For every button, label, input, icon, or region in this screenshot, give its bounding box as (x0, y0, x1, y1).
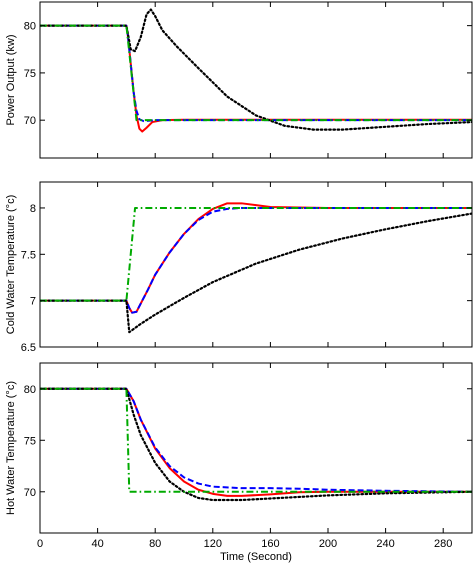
y-tick-label: 80 (24, 384, 36, 396)
y-tick-label: 70 (24, 115, 36, 127)
series-line-dashed (40, 387, 472, 493)
series-line-solid (40, 202, 472, 314)
chart-panel-2: 6.5 7 7.5 8 Cold Water Temperature (°c) (5, 181, 473, 354)
x-axis-label: Time (Second) (220, 551, 292, 563)
x-tick-label: 0 (37, 538, 43, 550)
x-tick-label: 200 (319, 538, 337, 550)
x-tick-label: 80 (149, 538, 161, 550)
y-axis-label: Hot Water Temperature (°c) (5, 381, 17, 515)
y-tick-label: 6.5 (21, 342, 36, 354)
plot-frame (39, 362, 473, 534)
y-tick-label: 75 (24, 68, 36, 80)
x-tick-label: 120 (204, 538, 222, 550)
x-tick-label: 240 (376, 538, 394, 550)
series-line-dashdot (40, 206, 472, 302)
x-tick-label: 40 (91, 538, 103, 550)
y-tick-label: 80 (24, 21, 36, 33)
series-line-solid (40, 387, 472, 497)
series-line-dashdot (40, 24, 472, 122)
series-group (40, 387, 472, 502)
series-line-dotted (40, 212, 472, 334)
series-group (40, 8, 472, 133)
y-axis-label: Cold Water Temperature (°c) (5, 195, 17, 335)
plot-frame (39, 1, 473, 159)
series-group (40, 202, 472, 334)
y-axis-label: Power Output (kw) (5, 34, 17, 125)
y-tick-label: 70 (24, 487, 36, 499)
series-line-dotted (40, 387, 472, 502)
series-line-dashed (40, 206, 472, 314)
plot-frame (39, 181, 473, 348)
series-line-dashed (40, 24, 472, 123)
chart-panel-3: 70 75 80 0 40 80 120 160 200 240 280 Hot Water Temp… (5, 362, 473, 563)
series-line-dotted (40, 8, 472, 131)
y-tick-label: 7 (30, 296, 36, 308)
y-tick-label: 75 (24, 435, 36, 447)
x-tick-label: 280 (434, 538, 452, 550)
y-tick-label: 8 (30, 203, 36, 215)
series-line-dashdot (40, 387, 472, 493)
x-tick-label: 160 (261, 538, 279, 550)
y-tick-label: 7.5 (21, 249, 36, 261)
chart-panel-1: 70 75 80 Power Output (kw) (5, 1, 473, 159)
